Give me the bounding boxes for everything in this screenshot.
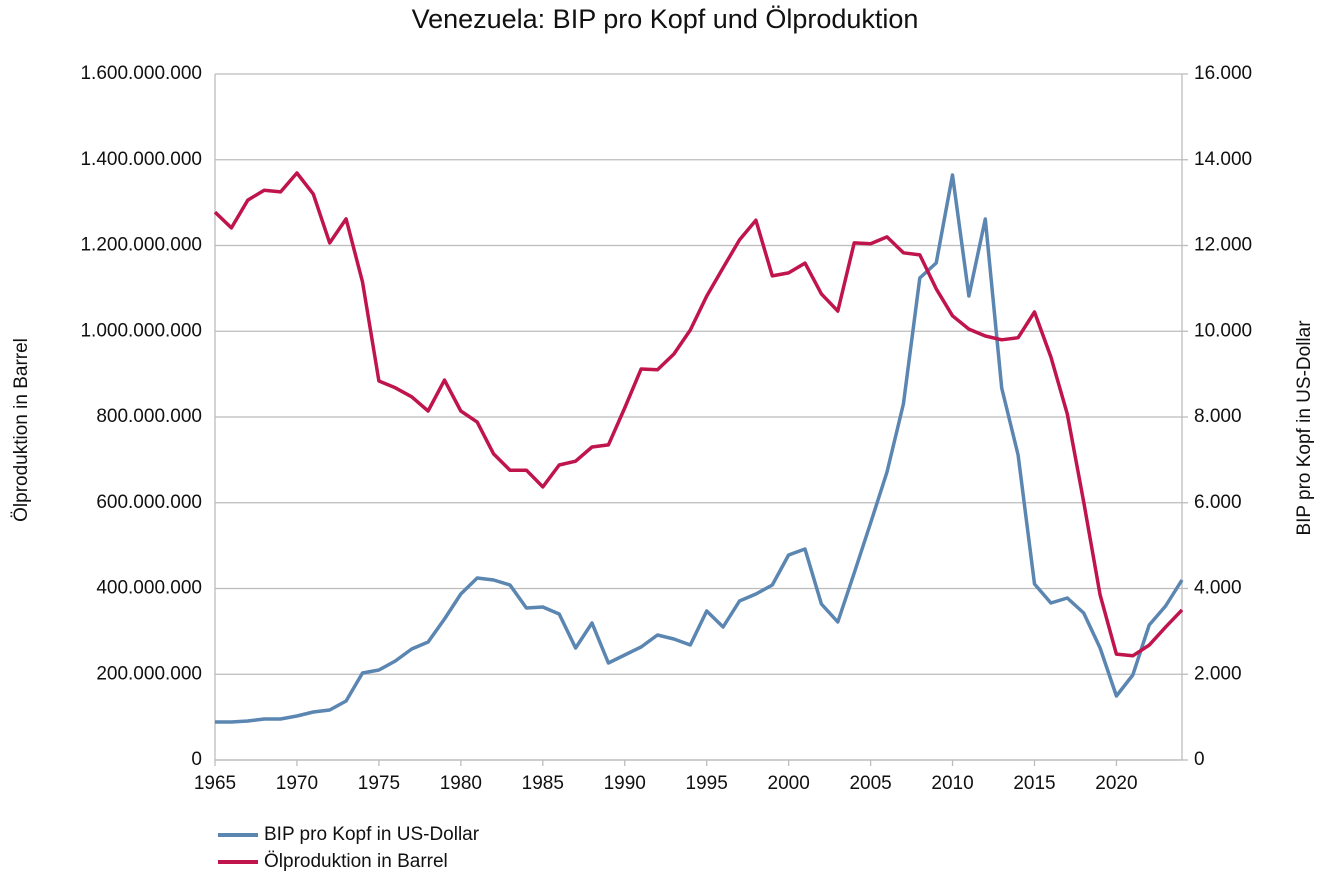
legend-label: Ölproduktion in Barrel: [264, 851, 448, 872]
y-tick-label: 1.000.000.000: [80, 320, 202, 341]
x-tick-label: 1975: [358, 773, 400, 794]
y-tick-label: 1.600.000.000: [80, 63, 202, 84]
x-tick-label: 1965: [194, 773, 236, 794]
x-tick-label: 1970: [276, 773, 318, 794]
x-tick-label: 2010: [931, 773, 973, 794]
y2-tick-label: 10.000: [1194, 320, 1252, 341]
y-tick-label: 200.000.000: [96, 663, 202, 684]
legend-label: BIP pro Kopf in US-Dollar: [264, 824, 480, 845]
y-axis-label: Ölproduktion in Barrel: [11, 338, 32, 522]
y2-tick-label: 12.000: [1194, 235, 1252, 256]
series-line: [213, 171, 1184, 658]
y2-tick-label: 14.000: [1194, 149, 1252, 170]
y-tick-label: 1.400.000.000: [80, 149, 202, 170]
x-tick-label: 2015: [1013, 773, 1055, 794]
y-tick-label: 0: [191, 749, 202, 770]
y2-tick-label: 16.000: [1194, 63, 1252, 84]
x-tick-label: 2005: [849, 773, 891, 794]
y-tick-label: 800.000.000: [96, 406, 202, 427]
x-tick-label: 1995: [686, 773, 728, 794]
x-tick-label: 1990: [604, 773, 646, 794]
y-tick-label: 1.200.000.000: [80, 235, 202, 256]
y2-axis-label: BIP pro Kopf in US-Dollar: [1294, 320, 1315, 536]
y2-tick-label: 8.000: [1194, 406, 1242, 427]
y2-tick-label: 2.000: [1194, 663, 1242, 684]
y-tick-label: 400.000.000: [96, 578, 202, 599]
x-tick-label: 1985: [522, 773, 564, 794]
y2-tick-label: 6.000: [1194, 492, 1242, 513]
x-tick-label: 2020: [1095, 773, 1137, 794]
y2-tick-label: 4.000: [1194, 578, 1242, 599]
y-tick-label: 600.000.000: [96, 492, 202, 513]
y2-tick-label: 0: [1194, 749, 1205, 770]
x-tick-label: 1980: [440, 773, 482, 794]
x-tick-label: 2000: [768, 773, 810, 794]
series-line: [215, 173, 1184, 724]
chart-title: Venezuela: BIP pro Kopf und Ölproduktion: [412, 4, 919, 34]
